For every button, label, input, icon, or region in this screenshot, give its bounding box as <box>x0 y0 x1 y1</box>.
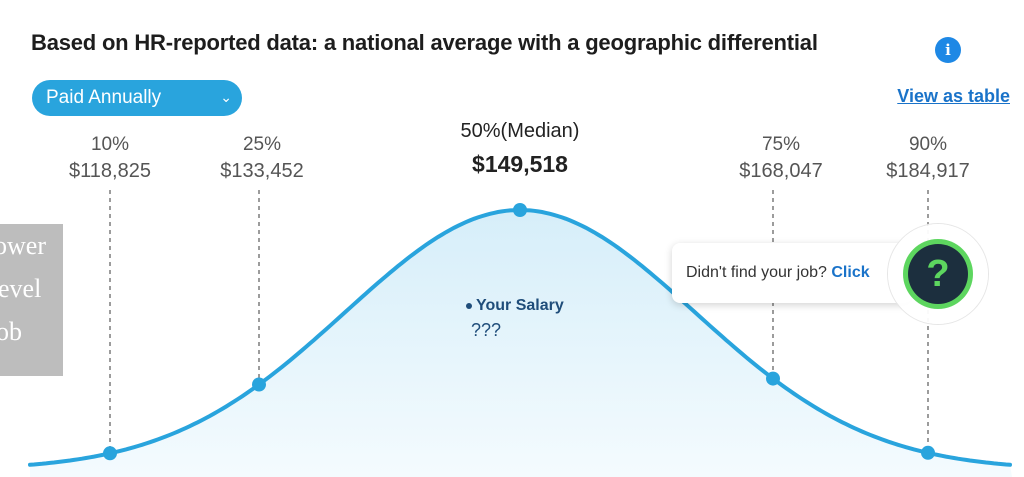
percentile-median-amount: $149,518 <box>472 151 568 177</box>
percentile-75-amount: $168,047 <box>739 160 823 182</box>
your-salary-value: ??? <box>471 320 502 340</box>
percentile-25: 25% $133,452 <box>192 132 332 184</box>
percentile-10-amount: $118,825 <box>69 160 151 182</box>
side-image-line-1: ower <box>0 231 46 260</box>
your-salary-text: Your Salary <box>476 297 564 314</box>
percentile-marker[interactable] <box>766 371 780 386</box>
percentile-marker[interactable] <box>252 377 266 392</box>
side-image-line-3: ob <box>0 317 22 346</box>
percentile-90-amount: $184,917 <box>886 160 970 182</box>
question-mark-icon: ? <box>908 244 968 304</box>
find-job-click-link[interactable]: Click <box>831 264 870 281</box>
percentile-10-label: 10% <box>90 134 130 155</box>
page-title: Based on HR-reported data: a national av… <box>31 30 818 55</box>
percentile-25-label: 25% <box>242 134 282 155</box>
percentile-median: 50%(Median) $149,518 <box>410 120 630 178</box>
view-as-table-link[interactable]: View as table <box>897 86 1010 106</box>
info-icon[interactable]: i <box>935 37 961 63</box>
side-thumbnail-image: ower evel ob <box>0 224 63 376</box>
distribution-area <box>30 210 1012 477</box>
pay-frequency-select[interactable]: Paid Annually ⌄ <box>32 80 242 116</box>
percentile-marker[interactable] <box>513 203 527 217</box>
percentile-marker[interactable] <box>103 446 117 461</box>
percentile-median-label: 50%(Median) <box>460 120 580 142</box>
help-button[interactable]: ? <box>888 224 988 324</box>
percentile-marker[interactable] <box>921 445 935 460</box>
pay-frequency-value: Paid Annually <box>46 87 162 108</box>
find-job-popup: Didn't find your job? Click <box>672 243 912 303</box>
find-job-text: Didn't find your job? <box>686 264 827 281</box>
percentile-90-label: 90% <box>908 134 948 155</box>
chevron-down-icon: ⌄ <box>220 90 232 106</box>
percentile-10: 10% $118,825 <box>40 132 180 184</box>
percentile-75: 75% $168,047 <box>711 132 851 184</box>
your-salary-dot-icon <box>466 302 472 309</box>
percentile-75-label: 75% <box>761 134 801 155</box>
percentile-25-amount: $133,452 <box>220 160 304 182</box>
percentile-90: 90% $184,917 <box>858 132 998 184</box>
your-salary-label: Your Salary <box>466 297 564 315</box>
side-image-line-2: evel <box>0 274 42 303</box>
